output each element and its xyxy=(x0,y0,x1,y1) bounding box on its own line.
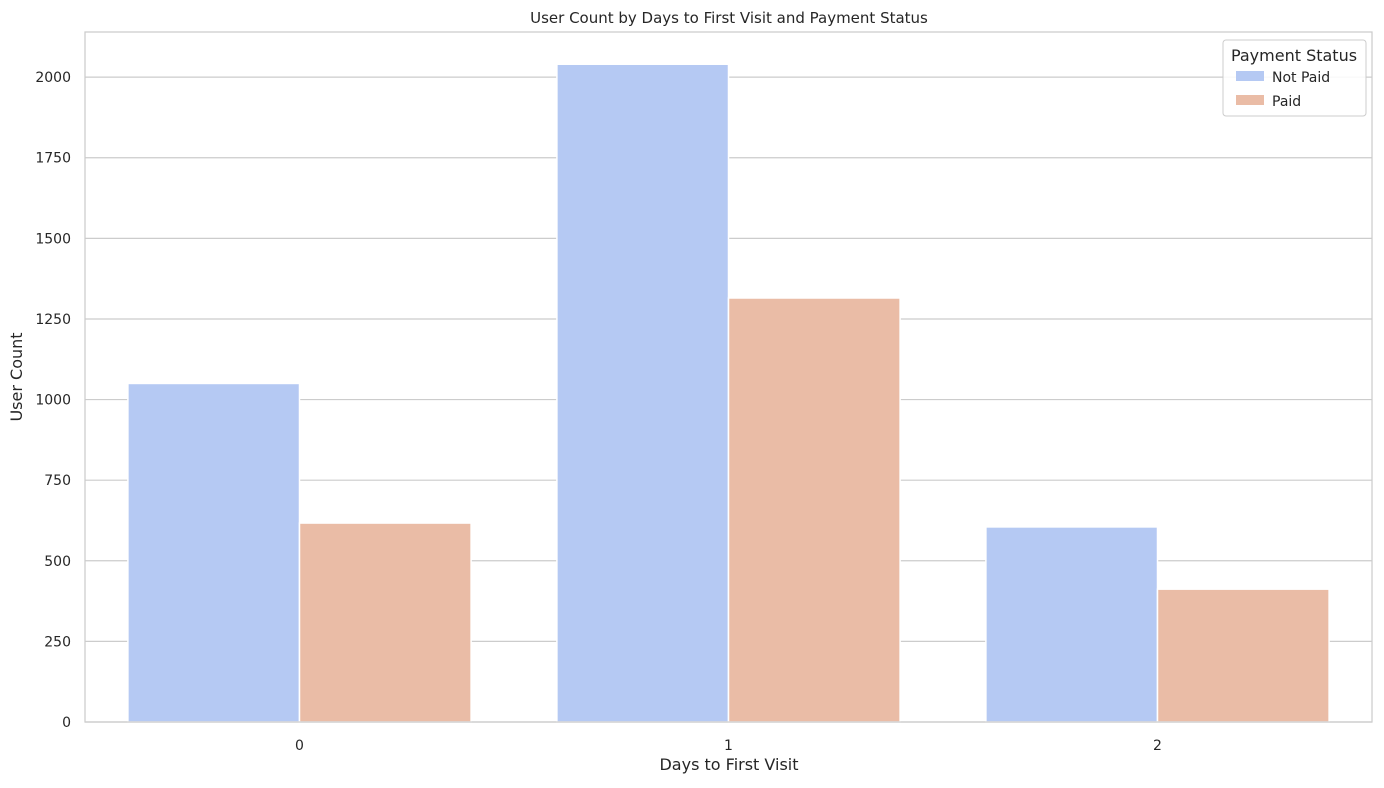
bar-paid-0 xyxy=(298,522,472,723)
y-tick-label: 750 xyxy=(44,473,71,489)
bar-paid-1 xyxy=(727,297,901,723)
bar-not-paid-0 xyxy=(127,382,301,723)
legend-label-paid: Paid xyxy=(1272,94,1301,110)
y-tick-label: 0 xyxy=(62,715,71,731)
legend-label-not-paid: Not Paid xyxy=(1272,70,1330,86)
y-tick-label: 1750 xyxy=(35,151,71,167)
y-tick-label: 1000 xyxy=(35,393,71,409)
bar-not-paid-2 xyxy=(985,526,1159,723)
y-tick-label: 1250 xyxy=(35,312,71,328)
y-tick-label: 500 xyxy=(44,554,71,570)
x-axis-label: Days to First Visit xyxy=(659,755,798,774)
bars xyxy=(127,63,1330,723)
legend-swatch-not-paid xyxy=(1236,71,1264,81)
x-tick-labels: 0 1 2 xyxy=(295,738,1162,754)
chart-title: User Count by Days to First Visit and Pa… xyxy=(530,9,928,27)
y-tick-label: 2000 xyxy=(35,70,71,86)
y-axis-label: User Count xyxy=(7,332,26,421)
y-tick-labels: 0 250 500 750 1000 1250 1500 1750 2000 xyxy=(35,70,71,731)
legend-title: Payment Status xyxy=(1231,46,1357,65)
x-tick-label: 0 xyxy=(295,738,304,754)
y-tick-label: 1500 xyxy=(35,231,71,247)
bar-not-paid-1 xyxy=(556,63,730,723)
plot-frame xyxy=(84,31,1373,723)
legend-swatch-paid xyxy=(1236,95,1264,105)
x-tick-label: 1 xyxy=(724,738,733,754)
bar-paid-2 xyxy=(1156,588,1330,723)
legend: Payment Status Not Paid Paid xyxy=(1222,39,1367,117)
y-tick-label: 250 xyxy=(44,634,71,650)
x-tick-label: 2 xyxy=(1153,738,1162,754)
